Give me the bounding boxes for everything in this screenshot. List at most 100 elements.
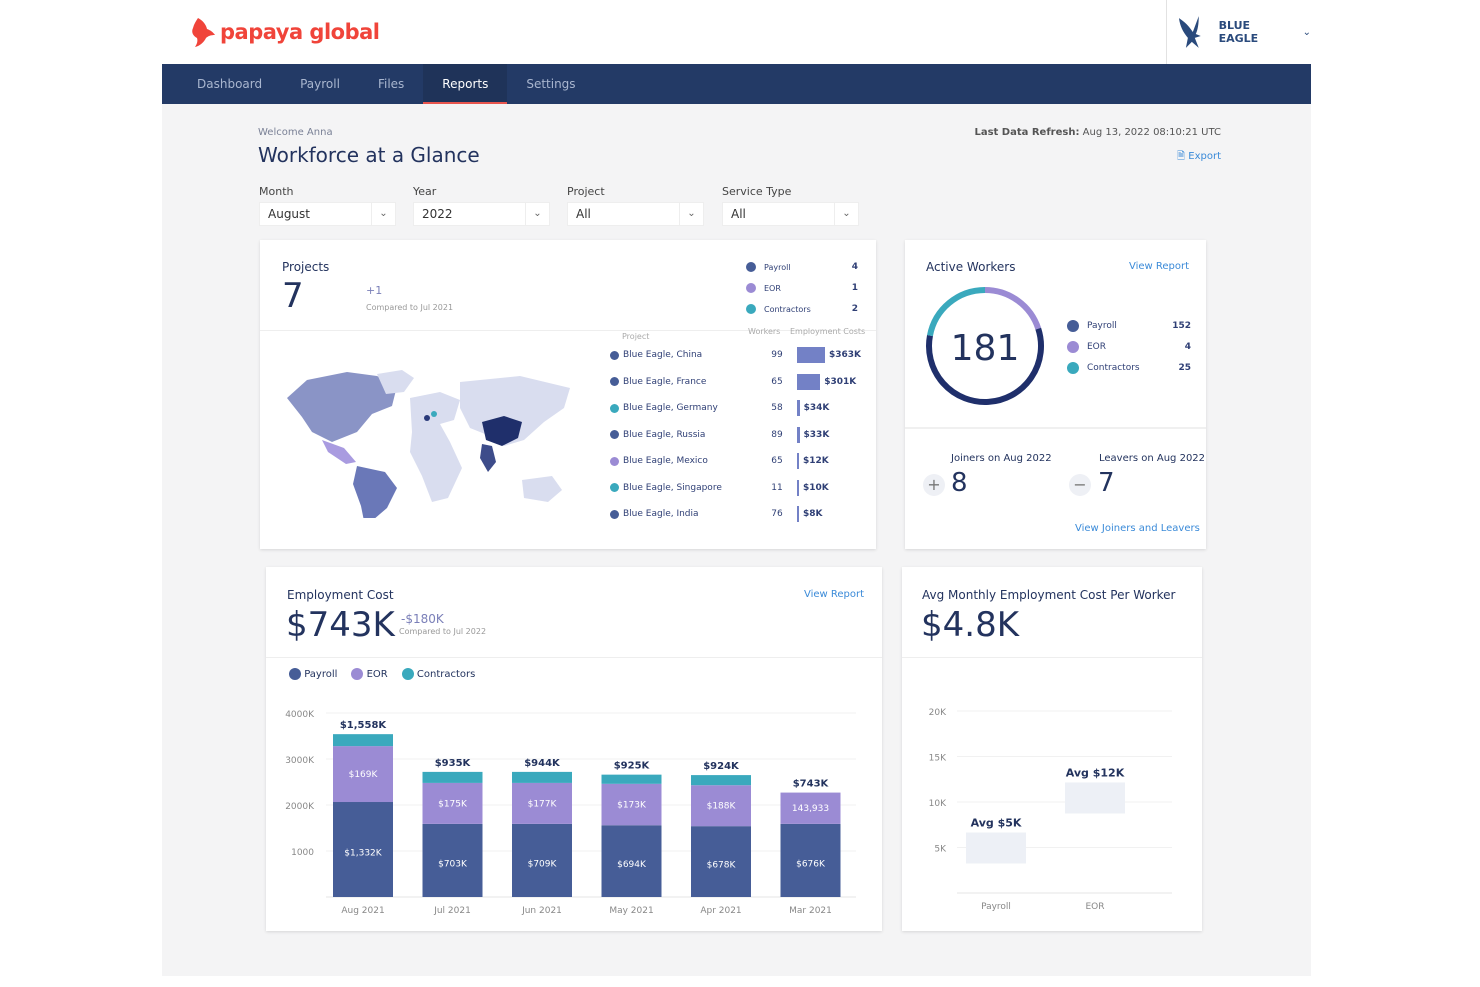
bar-segment-eor [780,792,841,824]
month-value: August [268,207,310,221]
x-tick-label: EOR [1085,902,1104,912]
table-row[interactable]: Blue Eagle, France 65 $301K [610,373,870,390]
leavers-label: Leavers on Aug 2022 [1099,453,1206,464]
project-select[interactable]: All ⌄ [567,202,704,226]
table-row[interactable]: Blue Eagle, Russia 89 $33K [610,426,870,443]
project-workers: 89 [771,429,783,440]
chevron-down-icon: ⌄ [1302,26,1311,38]
legend-value: 4 [1184,342,1191,352]
x-tick-label: Aug 2021 [341,906,384,916]
map-france [424,415,430,421]
chevron-down-icon: ⌄ [834,203,858,225]
table-row[interactable]: Blue Eagle, India 76 $8K [610,506,870,522]
legend-dot [746,283,756,293]
month-select[interactable]: August ⌄ [259,202,396,226]
bar-segment-payroll [691,826,751,897]
project-dot [610,403,619,413]
account-switcher[interactable]: BLUE EAGLE ⌄ [1166,0,1311,64]
view-report-link[interactable]: View Report [804,589,865,600]
table-row[interactable]: Blue Eagle, China 99 $363K [610,347,870,363]
employment-cost-chart: 4000K 3000K 2000K 1000 $1,332K $169K $1,558K Au… [285,710,856,916]
bar-segment-eor [333,746,393,803]
divider [902,657,1202,658]
eor-dot [351,668,364,680]
map-mexico [322,440,356,464]
year-value: 2022 [422,207,453,221]
project-cost: $363K [829,350,862,360]
legend-item: EOR 4 [1067,341,1191,353]
export-button[interactable]: 🗎 Export [1177,149,1221,166]
projects-count: 7 [282,276,304,316]
bar-total-label: $924K [703,761,740,772]
segment-label: $175K [438,799,468,809]
x-tick-label: Apr 2021 [700,906,741,916]
leavers-count: 7 [1098,468,1115,498]
map-germany [431,411,437,417]
table-row[interactable]: Blue Eagle, Germany 58 $34K [610,400,870,416]
legend-label: EOR [366,669,388,680]
col-workers: Workers [748,327,781,336]
cost-bar [797,347,825,363]
papaya-bird-icon [192,18,215,47]
table-row[interactable]: Blue Eagle, Singapore 11 $10K [610,479,870,496]
bar-segment-contractors [601,774,662,784]
world-map[interactable] [282,368,578,518]
cost-bar [797,506,799,522]
projects-card: Projects 7 +1 Compared to Jul 2021 Payro… [260,240,876,549]
view-joiners-leavers-link[interactable]: View Joiners and Leavers [1075,523,1200,534]
project-workers: 99 [771,350,783,360]
segment-label: $694K [617,860,647,870]
project-workers: 65 [771,456,783,466]
joiners-count: 8 [951,468,968,498]
project-dot [610,483,619,492]
legend-label: Payroll [304,669,338,680]
project-cost: $12K [803,456,829,466]
legend-eor: EOR [351,668,388,680]
map-india [480,444,496,472]
bar-segment-payroll [333,802,393,897]
legend-item: EOR 1 [746,283,858,293]
donut-segment-payroll [926,327,1044,405]
avg-label: Avg $12K [1066,766,1125,779]
employment-cost-title: Employment Cost [287,588,394,602]
active-workers-title: Active Workers [926,260,1016,274]
project-workers: 76 [771,509,783,519]
x-tick-label: Mar 2021 [789,906,832,916]
legend-payroll: Payroll [289,668,337,680]
papaya-logo[interactable]: papaya global [190,16,380,48]
chevron-down-icon: ⌄ [525,203,549,225]
legend-label: Contractors [1087,363,1140,373]
divider [266,657,882,658]
legend-value: 1 [851,283,858,293]
nav-payroll[interactable]: Payroll [300,77,340,91]
view-report-link[interactable]: View Report [1129,261,1190,272]
x-tick-label: Payroll [981,902,1011,912]
x-tick-label: Jul 2021 [433,906,471,916]
avg-bar [1065,782,1125,814]
service-type-select[interactable]: All ⌄ [722,202,859,226]
divider [905,427,1206,429]
bar-total-label: $944K [524,758,561,769]
nav-dashboard[interactable]: Dashboard [197,77,263,91]
segment-label: $177K [528,799,558,809]
nav-files[interactable]: Files [377,77,405,91]
donut-segment-eor [984,287,1042,330]
table-row[interactable]: Blue Eagle, Mexico 65 $12K [610,453,870,469]
project-dot [610,430,619,439]
bar-total-label: $935K [435,758,472,769]
map-greenland [377,370,414,394]
contractors-dot [401,668,414,680]
active-workers-donut [926,287,1044,405]
year-select[interactable]: 2022 ⌄ [413,202,550,226]
project-workers: 65 [771,376,783,387]
nav-settings[interactable]: Settings [526,77,576,91]
x-tick-label: Jun 2021 [521,906,562,916]
nav-reports[interactable]: Reports [423,64,508,104]
legend-label: Contractors [416,669,476,680]
last-refresh: Last Data Refresh: Aug 13, 2022 08:10:21… [974,127,1221,138]
legend-dot [746,304,756,314]
export-label: Export [1188,151,1221,162]
legend-dot [1067,341,1079,353]
employment-cost-compare: Compared to Jul 2022 [399,627,487,636]
active-workers-card: Active Workers View Report 181 Payroll 15… [905,240,1206,549]
